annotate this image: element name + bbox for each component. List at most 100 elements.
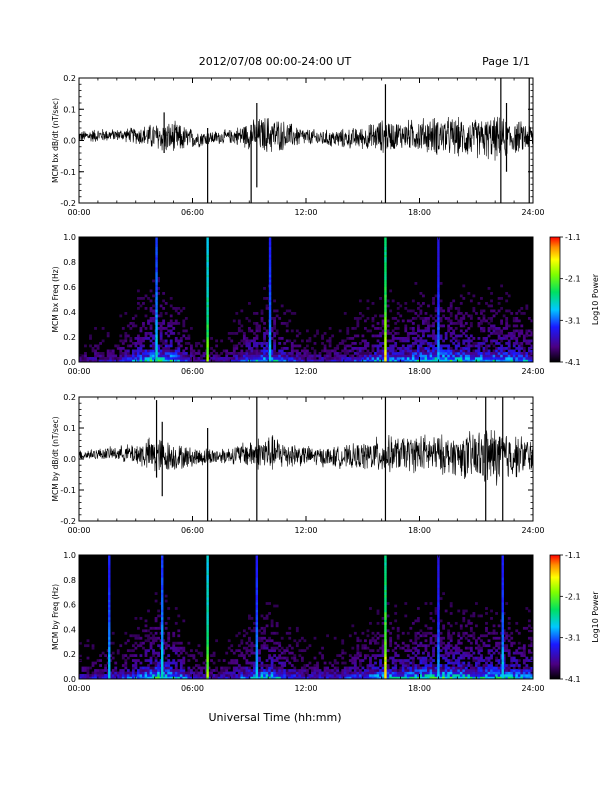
spectrogram-cell [422,334,425,338]
spectrogram-cell [157,359,161,363]
spectrogram-cell [316,664,319,667]
spectrogram-cell [263,347,266,350]
spectrogram-cell [144,669,148,672]
spectral-line-cell [501,617,504,620]
x-tick-label: 12:00 [294,367,317,376]
spectrogram-cell [356,639,360,643]
spectrogram-cell [303,354,307,358]
spectrogram-cell [121,654,125,657]
spectrogram-cell [159,344,163,348]
spectrogram-cell [490,617,493,620]
spectrogram-cell [454,344,458,348]
spectrogram-cell [247,329,251,333]
spectrogram-cell [467,352,471,355]
spectrogram-cell [189,671,193,675]
spectral-line-cell [155,312,158,315]
spectrogram-cell [399,671,403,675]
spectrogram-cell [210,357,213,360]
spectrogram-cell [182,619,186,623]
spectrogram-cell [477,342,481,345]
colorbar-tick-label: -2.1 [565,592,581,601]
spectrogram-cell [179,337,183,340]
spectrogram-cell [381,347,385,350]
spectrogram-cell [341,359,345,363]
spectrogram-cell [381,319,385,323]
spectrogram-cell [169,332,173,335]
spectrogram-cell [162,299,166,303]
spectrogram-cell [356,319,360,323]
spectral-line-cell [437,579,440,583]
spectral-line-cell [161,651,164,655]
spectrogram-cell [464,664,468,667]
spectrogram-cell [159,337,163,340]
spectrogram-cell [84,666,87,670]
spectrogram-cell [321,674,324,677]
spectrogram-cell [333,347,337,350]
spectrogram-cell [371,674,375,677]
spectrogram-cell [427,334,430,338]
spectrogram-cell [497,332,501,335]
spectrogram-cell [485,302,488,305]
spectrogram-cell [351,676,355,680]
spectral-line-cell [255,609,259,613]
spectrogram-cell [273,664,277,667]
spectrogram-cell [369,352,372,355]
spectral-line-cell [384,267,387,270]
spectrogram-cell [454,671,458,675]
spectrogram-cell [401,337,405,340]
spectrogram-cell [240,654,244,657]
spectrogram-cell [119,314,123,318]
spectrogram-cell [142,646,145,650]
spectrogram-cell [495,347,498,350]
spectrogram-cell [490,674,493,677]
spectrogram-cell [459,626,463,630]
spectrogram-cell [356,674,360,677]
spectrogram-cell [245,357,249,360]
spectrogram-cell [318,359,322,363]
spectrogram-cell [434,352,438,355]
spectrogram-cell [449,604,453,608]
spectrogram-cell [177,342,181,345]
spectrogram-cell [414,282,418,285]
y-axis-label: MCM by Freq (Hz) [51,584,60,650]
spectrogram-cell [298,359,302,363]
spectrogram-cell [371,639,375,643]
spectral-line-cell [384,631,387,635]
spectrogram-cell [472,659,476,662]
spectrogram-cell [300,669,304,672]
spectrogram-cell [162,347,166,350]
spectrogram-cell [439,671,443,675]
spectrogram-cell [202,674,206,677]
spectrogram-cell [442,359,446,363]
spectral-line-cell [384,339,387,343]
spectrogram-cell [525,357,529,360]
spectrogram-cell [265,307,269,310]
spectrogram-cell [182,669,186,672]
spectrogram-cell [497,671,501,675]
spectrogram-cell [167,617,171,620]
spectrogram-cell [376,322,380,325]
spectrogram-cell [265,349,269,353]
spectrogram-cell [268,654,271,657]
spectral-line-cell [161,614,164,618]
spectral-line-cell [501,661,504,665]
spectrogram-cell [263,629,266,633]
spectrogram-cell [270,676,274,680]
spectral-line-cell [268,349,272,353]
spectrogram-cell [442,624,446,628]
spectrogram-cell [101,359,105,363]
spectrogram-cell [343,352,347,355]
spectrogram-cell [164,342,168,345]
spectrogram-cell [263,674,266,677]
spectrogram-cell [328,357,332,360]
spectrogram-cell [356,669,360,672]
spectrogram-cell [232,319,236,323]
spectrogram-cell [159,334,163,338]
spectrogram-cell [167,631,171,635]
spectrogram-cell [396,644,400,648]
spectral-line-cell [268,282,272,285]
spectrogram-cell [99,674,102,677]
spectral-line-cell [437,309,440,313]
spectrogram-cell [202,676,206,680]
spectral-line-cell [437,342,440,345]
